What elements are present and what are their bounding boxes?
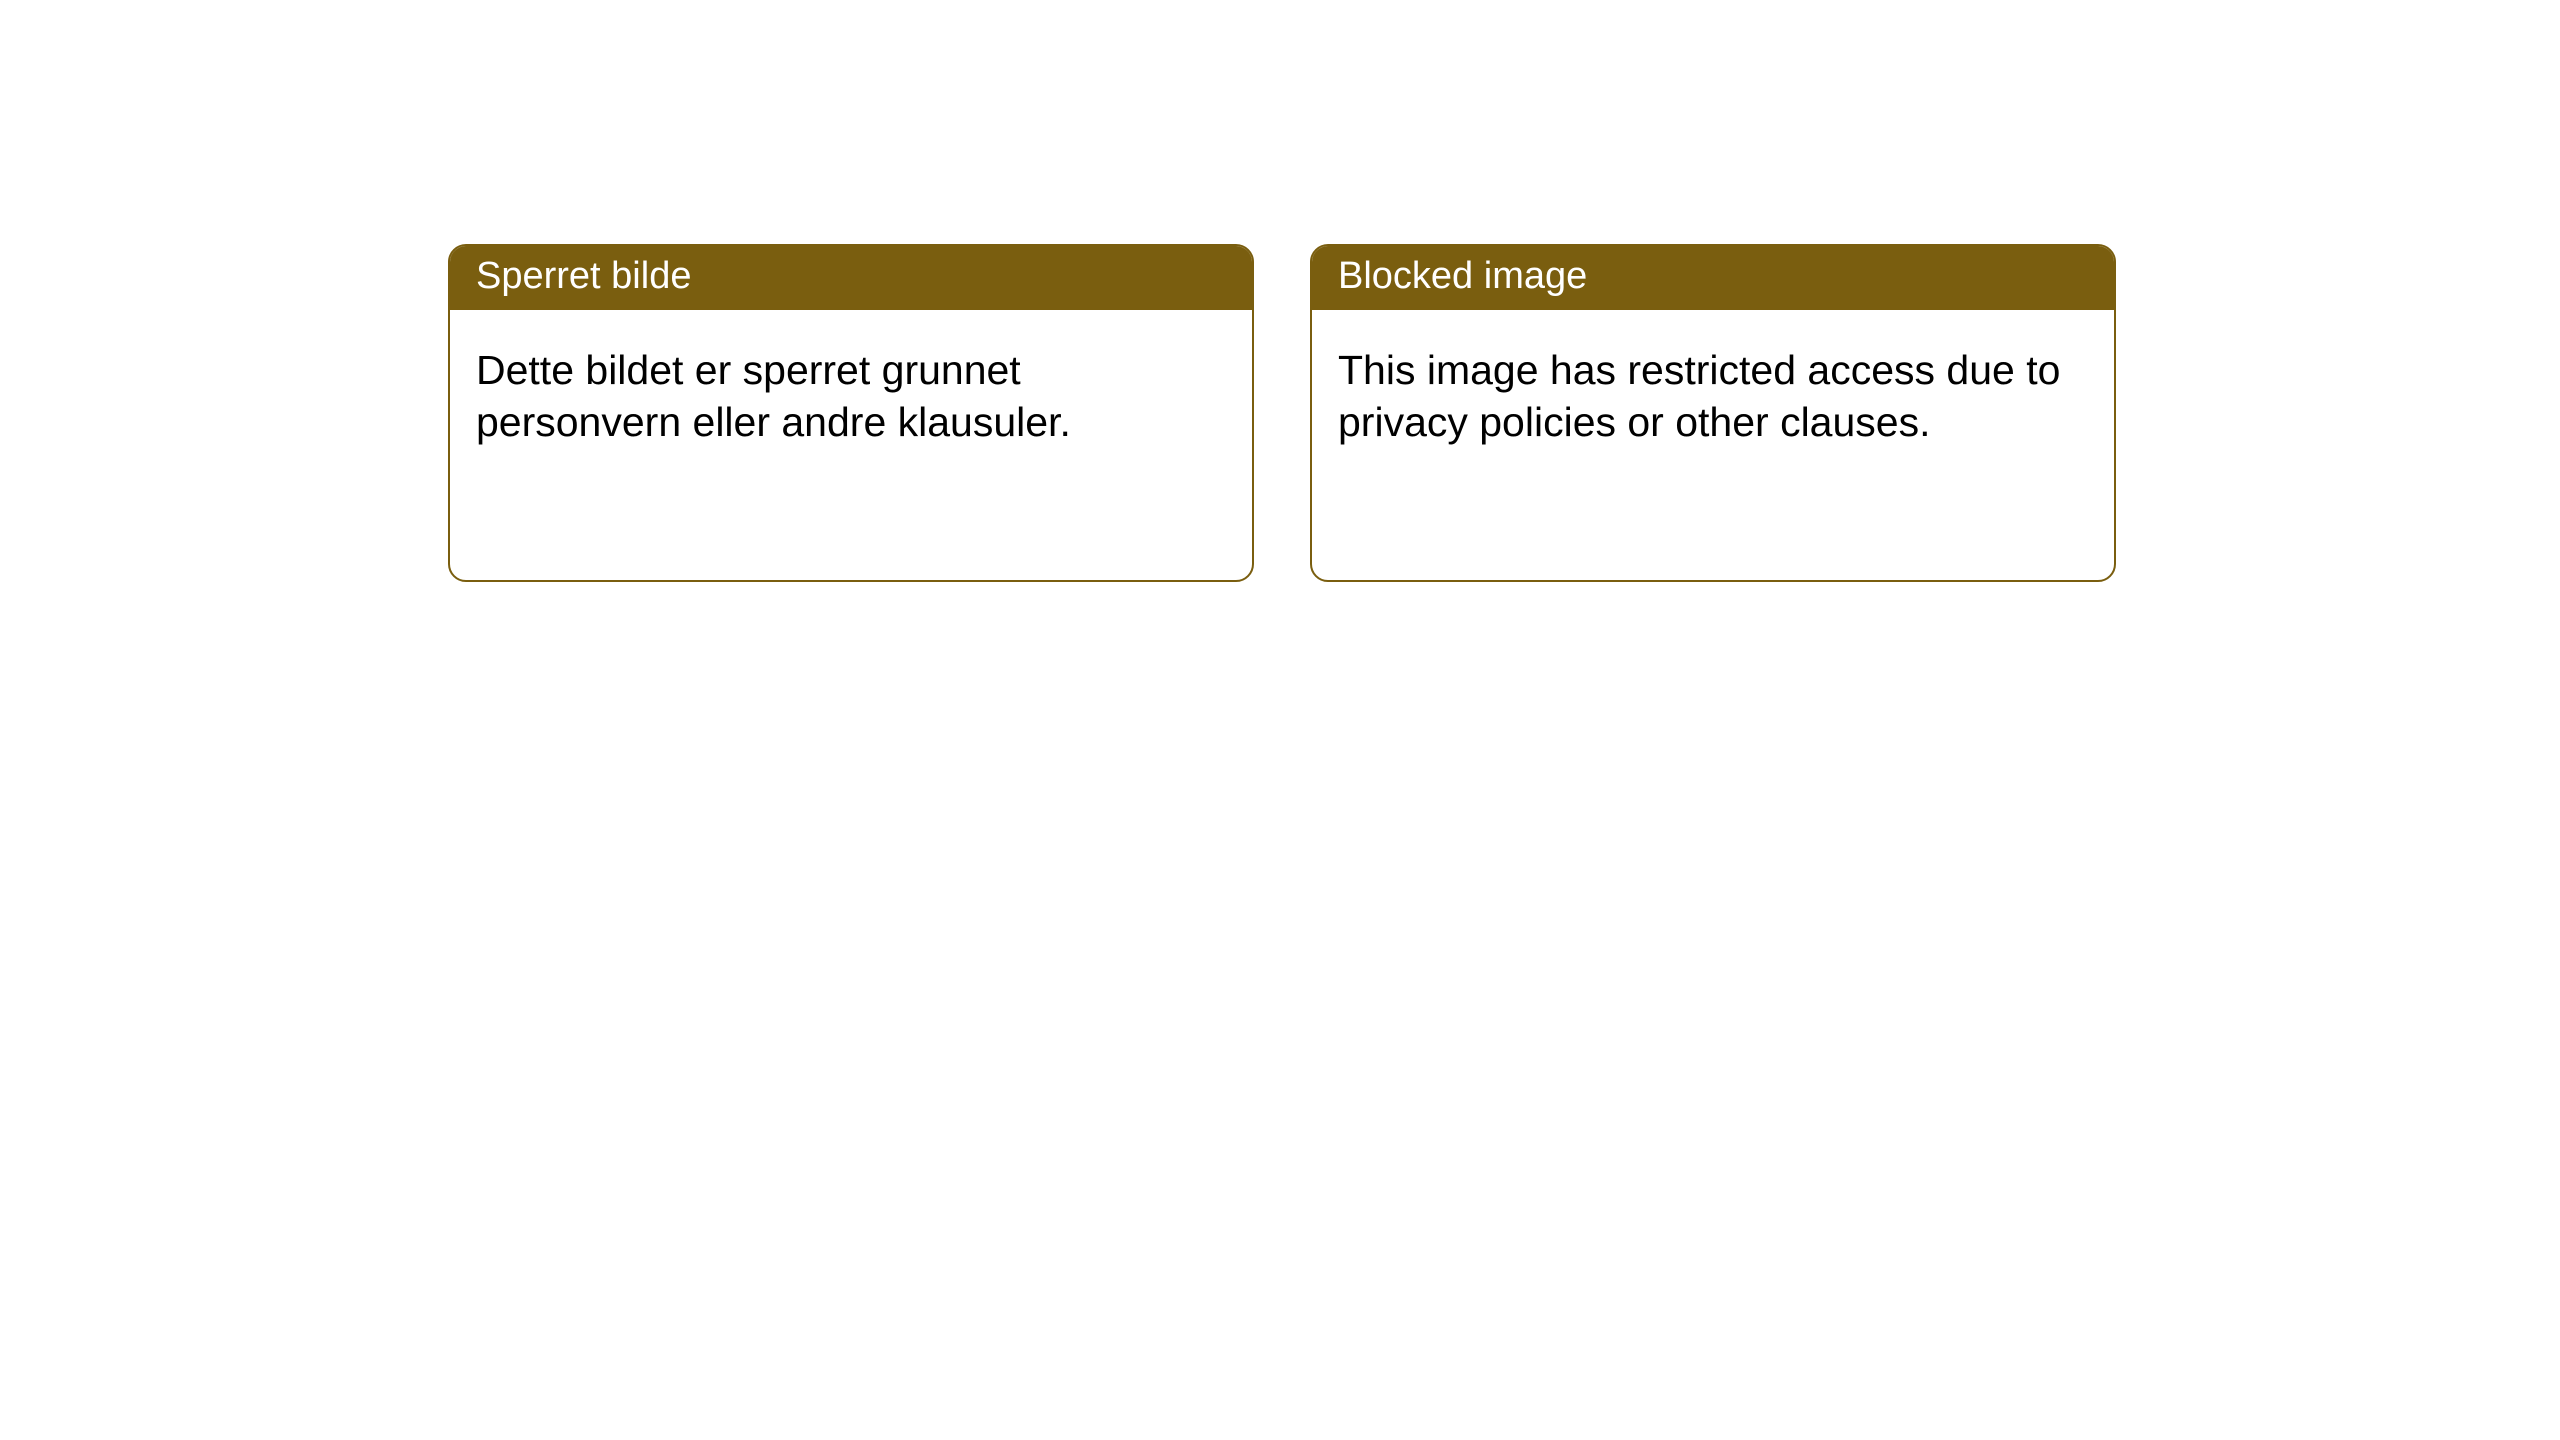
blocked-image-card-en: Blocked image This image has restricted … bbox=[1310, 244, 2116, 582]
blocked-image-card-no: Sperret bilde Dette bildet er sperret gr… bbox=[448, 244, 1254, 582]
notice-cards-container: Sperret bilde Dette bildet er sperret gr… bbox=[0, 0, 2560, 582]
card-body-no: Dette bildet er sperret grunnet personve… bbox=[450, 310, 1252, 475]
card-body-en: This image has restricted access due to … bbox=[1312, 310, 2114, 475]
card-header-no: Sperret bilde bbox=[450, 246, 1252, 310]
card-header-en: Blocked image bbox=[1312, 246, 2114, 310]
